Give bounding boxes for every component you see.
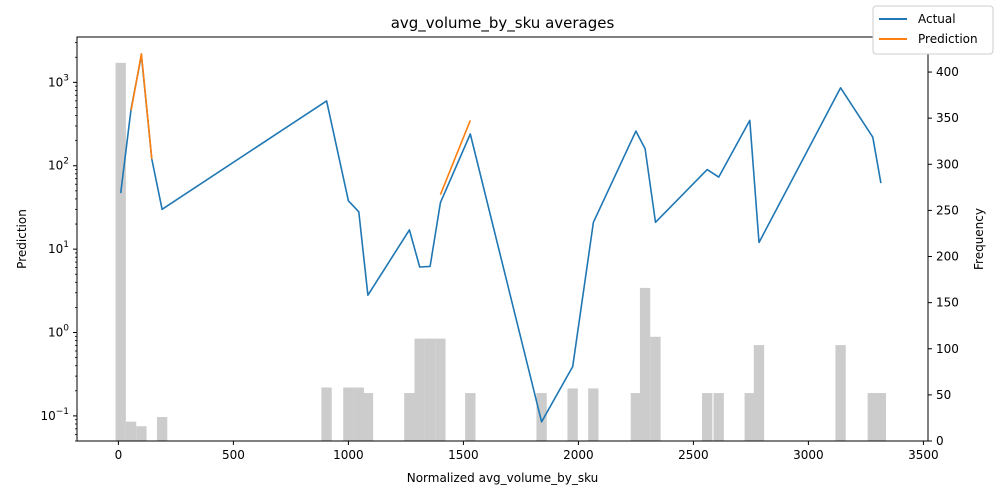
y-tick-label: 10−1 xyxy=(40,407,69,423)
histogram-bar xyxy=(362,393,374,441)
y-tick-label: 100 xyxy=(48,324,69,340)
legend: Actual Prediction xyxy=(872,5,994,55)
x-tick-label: 2000 xyxy=(563,448,594,462)
y2-tick-label: 0 xyxy=(936,434,944,448)
x-tick-label: 1000 xyxy=(333,448,364,462)
y2-tick-label: 150 xyxy=(936,296,959,310)
x-tick-label: 3000 xyxy=(793,448,824,462)
x-tick-label: 1500 xyxy=(448,448,479,462)
histogram-bar xyxy=(567,388,578,441)
histogram-bar xyxy=(744,393,755,441)
y2-tick-label: 100 xyxy=(936,342,959,356)
y2-tick-label: 400 xyxy=(936,65,959,79)
x-tick-label: 3500 xyxy=(908,448,939,462)
histogram-bar xyxy=(630,393,642,441)
plot-frame xyxy=(76,36,929,442)
y2-tick-label: 250 xyxy=(936,203,959,217)
histogram-bar xyxy=(343,387,354,441)
y2-tick-label: 300 xyxy=(936,157,959,171)
histogram-bar xyxy=(713,393,724,441)
histogram-bar xyxy=(639,287,651,441)
histogram-bar xyxy=(867,393,878,441)
y2-tick-label: 200 xyxy=(936,250,959,264)
x-tick-label: 0 xyxy=(115,448,123,462)
histogram-bar xyxy=(353,387,364,441)
histogram-bar xyxy=(835,345,846,441)
series-line-prediction xyxy=(130,52,153,160)
histogram-bar xyxy=(156,417,168,441)
y2-tick-label: 350 xyxy=(936,111,959,125)
histogram-bar xyxy=(136,426,147,441)
histogram-bars xyxy=(115,62,887,442)
x-axis-ticks: 0 500 1000 1500 2000 2500 3000 3500 xyxy=(115,441,939,462)
histogram-bar xyxy=(588,388,599,441)
histogram-bar xyxy=(465,393,476,441)
histogram-bar xyxy=(435,338,446,441)
legend-label-prediction: Prediction xyxy=(918,32,978,46)
series-line-prediction xyxy=(439,120,472,195)
y-axis-title: Prediction xyxy=(15,209,29,269)
y2-axis-ticks: 0 50 100 150 200 250 300 350 400 xyxy=(928,65,959,448)
series-line-actual xyxy=(119,54,882,423)
y-tick-label: 101 xyxy=(48,240,69,256)
y-tick-label: 103 xyxy=(48,73,69,89)
histogram-bar xyxy=(753,345,765,441)
histogram-bar xyxy=(650,336,661,441)
histogram-bar xyxy=(875,393,887,441)
series-lines xyxy=(119,52,882,423)
histogram-bar xyxy=(702,393,713,441)
histogram-bar xyxy=(536,393,547,441)
legend-label-actual: Actual xyxy=(918,12,956,26)
histogram-bar xyxy=(404,393,415,441)
chart-title: avg_volume_by_sku averages xyxy=(391,14,615,33)
y2-tick-label: 50 xyxy=(936,388,951,402)
y-tick-label: 102 xyxy=(48,157,69,173)
x-tick-label: 500 xyxy=(222,448,245,462)
histogram-bar xyxy=(424,338,436,441)
histogram-bar xyxy=(321,387,332,441)
y-axis-ticks: 10−1 100 101 102 103 xyxy=(40,42,77,442)
histogram-bar xyxy=(115,62,126,442)
histogram-bar xyxy=(414,338,425,441)
y2-axis-title: Frequency xyxy=(972,208,986,270)
x-axis-title: Normalized avg_volume_by_sku xyxy=(407,471,599,485)
x-tick-label: 2500 xyxy=(678,448,709,462)
histogram-bar xyxy=(125,421,137,441)
